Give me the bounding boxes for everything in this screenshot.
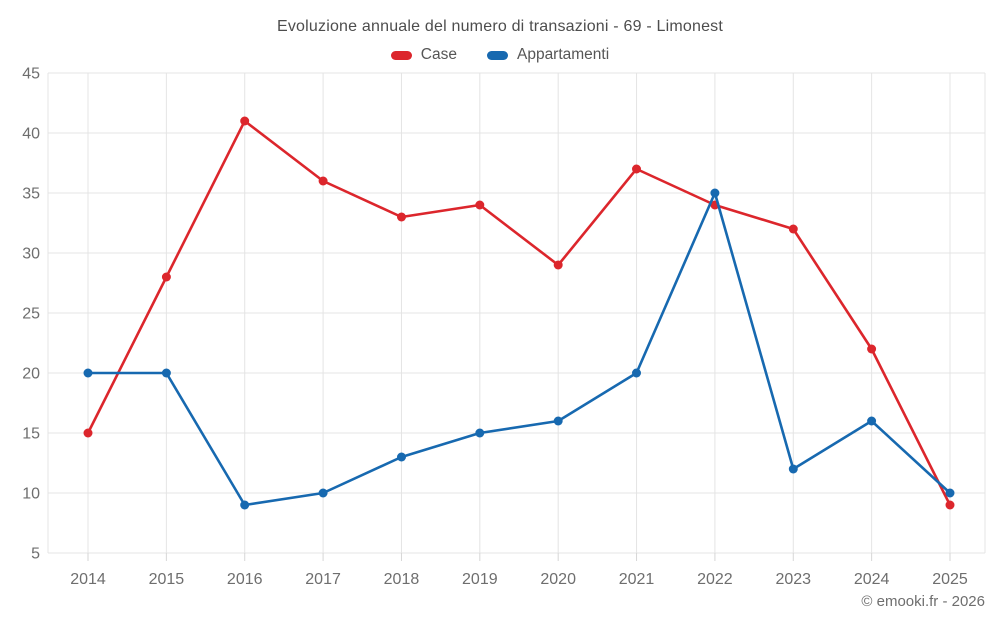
data-point-appartamenti-2022 [710,188,720,198]
data-point-appartamenti-2025 [945,488,955,498]
chart-title: Evoluzione annuale del numero di transaz… [276,18,724,35]
data-point-case-2020 [553,260,563,270]
data-point-appartamenti-2016 [240,500,250,510]
x-axis-label: 2016 [227,571,263,588]
series-line-case [86,119,952,507]
data-point-appartamenti-2018 [397,452,406,462]
x-axis-label: 2019 [462,571,498,588]
legend-label-case: Case [420,46,457,63]
x-axis-label: 2015 [149,571,185,588]
data-point-case-2014 [83,428,93,438]
data-point-appartamenti-2015 [161,368,171,378]
x-axis-label: 2014 [70,571,106,588]
x-axis-label: 2024 [854,571,890,588]
x-axis-label: 2021 [619,571,655,588]
y-axis-label: 10 [22,486,40,503]
x-axis-label: 2020 [540,571,576,588]
legend-item-case[interactable]: Case [390,46,457,64]
legend-item-appartamenti[interactable]: Appartamenti [486,46,610,64]
data-point-appartamenti-2023 [788,464,798,474]
data-point-case-2017 [318,176,328,186]
legend-label-appartamenti: Appartamenti [516,46,610,63]
data-point-case-2025 [945,500,955,510]
data-point-case-2024 [867,344,877,354]
series-line-appartamenti [86,191,952,507]
data-point-case-2016 [240,116,250,126]
legend-marker-case-icon [390,50,412,60]
data-point-appartamenti-2021 [632,368,641,378]
legend-marker-appartamenti-icon [486,50,508,60]
x-axis-label: 2018 [384,571,420,588]
data-point-appartamenti-2020 [553,416,563,426]
y-axis-label: 5 [31,546,40,563]
data-point-case-2019 [475,200,485,210]
data-point-case-2015 [161,272,171,282]
credit-text: © emooki.fr - 2026 [861,593,985,610]
y-axis-label: 20 [22,366,40,383]
data-point-case-2023 [788,224,798,234]
x-axis-label: 2023 [775,571,811,588]
x-axis-label: 2025 [932,571,968,588]
x-axis-label: 2022 [697,571,733,588]
data-point-appartamenti-2024 [867,416,877,426]
y-axis-label: 45 [22,66,40,83]
y-axis-label: 30 [22,246,40,263]
data-point-appartamenti-2014 [83,368,93,378]
x-axis-label: 2017 [305,571,341,588]
data-point-case-2018 [397,212,406,222]
data-point-case-2021 [632,164,641,174]
data-point-appartamenti-2017 [318,488,328,498]
y-axis-label: 35 [22,186,40,203]
data-point-appartamenti-2019 [475,428,485,438]
y-axis-label: 15 [22,426,40,443]
y-axis-label: 25 [22,306,40,323]
chart-legend: Case Appartamenti [0,46,1000,64]
y-axis-label: 40 [22,126,40,143]
